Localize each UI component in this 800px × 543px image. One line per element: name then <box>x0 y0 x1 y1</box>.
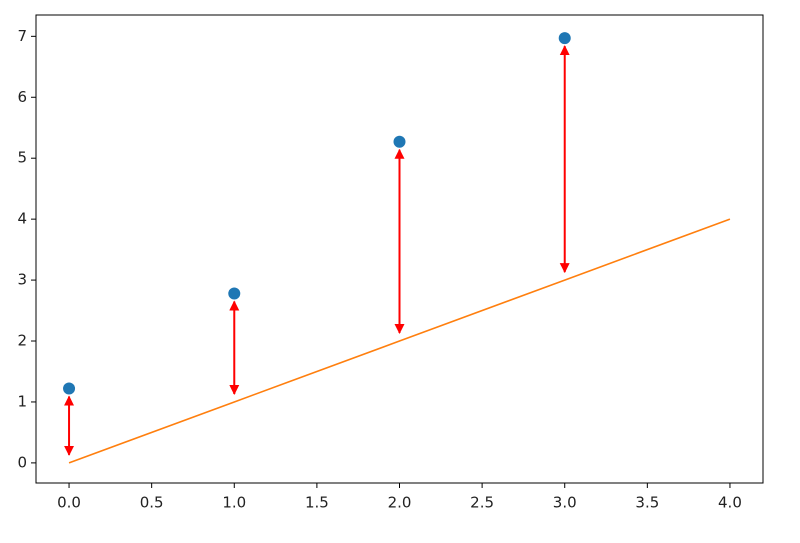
y-tick-label: 3 <box>17 271 27 289</box>
x-tick-label: 0.5 <box>140 494 164 512</box>
point <box>558 32 571 45</box>
y-tick-label: 6 <box>17 88 27 106</box>
y-tick-label: 1 <box>17 392 27 410</box>
y-tick-label: 0 <box>17 453 27 471</box>
point <box>393 135 406 148</box>
x-tick-label: 1.5 <box>305 494 329 512</box>
y-tick-label: 5 <box>17 149 27 167</box>
x-tick-label: 4.0 <box>718 494 742 512</box>
x-tick-label: 2.5 <box>470 494 494 512</box>
y-tick-label: 7 <box>17 27 27 45</box>
fit-line <box>68 218 731 464</box>
point <box>63 382 76 395</box>
x-tick-label: 0.0 <box>57 494 81 512</box>
x-tick-label: 1.0 <box>222 494 246 512</box>
y-tick-label: 2 <box>17 332 27 350</box>
point <box>228 287 241 300</box>
x-tick-label: 2.0 <box>388 494 412 512</box>
x-tick-label: 3.0 <box>553 494 577 512</box>
plot-frame <box>35 14 764 484</box>
y-tick-label: 4 <box>17 210 27 228</box>
x-tick-label: 3.5 <box>635 494 659 512</box>
